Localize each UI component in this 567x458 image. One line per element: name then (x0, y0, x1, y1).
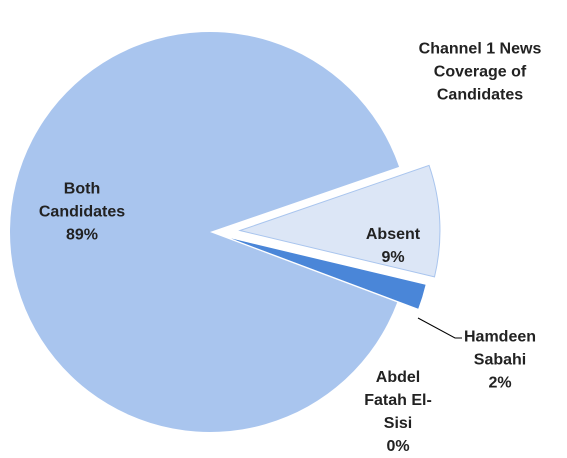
slice-label: Hamdeen Sabahi 2% (455, 326, 545, 395)
slice-label: Abdel Fatah El-Sisi 0% (363, 366, 433, 458)
chart-title: Channel 1 News Coverage of Candidates (418, 40, 542, 104)
pie-slice (9, 31, 400, 433)
slice-label: Both Candidates 89% (27, 178, 137, 247)
pie-slice (231, 238, 426, 309)
value-label: 2% (488, 374, 512, 392)
category-label: Abdel Fatah El-Sisi (364, 369, 432, 432)
value-label: 0% (386, 438, 410, 455)
leader-line (417, 317, 462, 339)
pie-slice (238, 164, 441, 278)
value-label: 9% (381, 249, 405, 266)
category-label: Both Candidates (38, 180, 126, 221)
slice-label: Absent 9% (353, 223, 433, 269)
category-label: Hamdeen Sabahi (463, 328, 537, 369)
value-label: 89% (65, 226, 99, 244)
category-label: Absent (365, 226, 421, 243)
